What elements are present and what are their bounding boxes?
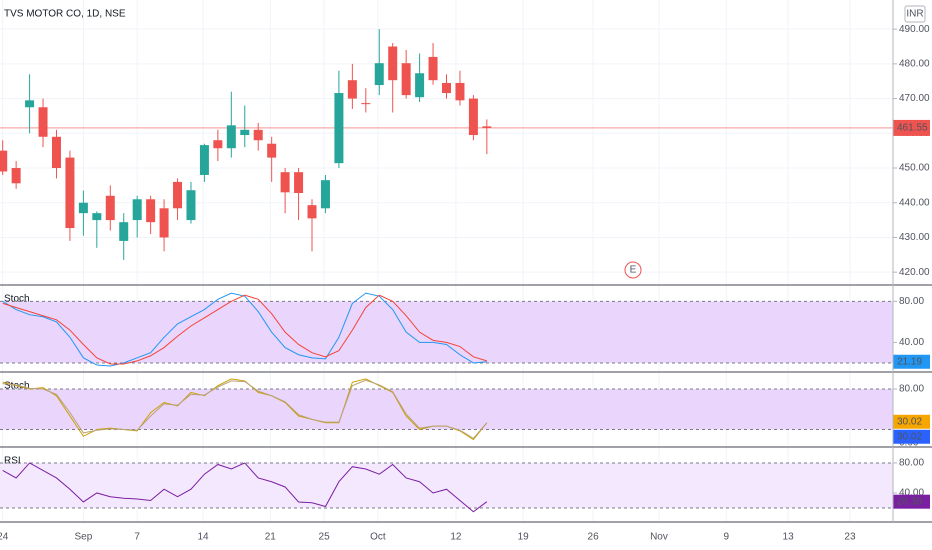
candle-body [38,107,48,137]
x-tick-label: 19 [518,532,530,543]
candle-body [442,82,451,94]
last-value-box [893,429,930,444]
last-value-label: 21.19 [897,356,922,367]
candle-body [482,126,492,128]
x-tick-label: 9 [723,532,729,543]
candle-body [146,199,156,223]
candle-body [280,172,290,193]
candle-body [132,199,142,221]
candle-body [11,168,21,184]
candle-body [173,181,183,209]
candle-body [51,136,61,169]
x-tick-label: 14 [198,532,210,543]
candle-body [361,103,371,105]
band-fill [0,389,893,430]
last-price-box [893,119,930,136]
x-tick-label: 12 [450,532,462,543]
indicator-line [2,294,487,365]
last-price-label: 461.55 [897,123,928,134]
earnings-label: E [630,265,637,276]
last-value-box [893,494,930,509]
candle-body [415,73,425,98]
indicator-line [2,292,487,367]
candle-body [267,143,277,158]
earnings-marker [624,261,642,279]
candle-body [92,213,102,221]
candle-body [428,56,438,81]
candle-body [401,63,411,96]
last-value-box [893,414,930,429]
candle-body [78,202,88,214]
x-tick-label: 7 [134,532,140,543]
candle-body [320,180,330,209]
x-tick-label: 24 [0,532,9,543]
y-tick-label: 430.00 [899,232,930,243]
y-tick-label: 80.00 [899,384,924,395]
x-tick-label: Nov [650,532,668,543]
y-tick-label: 480.00 [899,59,930,70]
last-value-label: 30.02 [897,431,922,442]
x-tick-label: 26 [588,532,600,543]
candle-body [65,157,75,229]
candle-body [253,129,263,141]
currency-box [904,5,926,23]
candle-body [159,208,169,238]
y-tick-label: 490.00 [899,24,930,35]
candle-body [455,82,465,101]
y-tick-label: 40.00 [899,488,924,499]
x-tick-label: 23 [844,532,856,543]
y-tick-label: 80.00 [899,458,924,469]
x-tick-label: Sep [74,532,92,543]
indicator-line [2,378,488,441]
panel-title: TVS MOTOR CO, 1D, NSE [4,9,126,20]
candle-body [213,140,223,149]
last-value-label: 30.02 [897,416,922,427]
y-tick-label: 470.00 [899,93,930,104]
band-fill [0,462,893,508]
candle-body [105,195,115,221]
candle-body [334,93,344,164]
candle-body [199,145,209,175]
candle-body [186,190,196,221]
candle-body [347,80,357,99]
y-tick-label: 80.00 [899,296,924,307]
x-tick-label: 25 [319,532,331,543]
y-tick-label: 420.00 [899,267,930,278]
indicator-line [2,462,488,513]
last-value-label: 28.38 [897,496,922,507]
y-tick-label: 40.00 [899,337,924,348]
last-value-box [893,354,930,369]
candle-body [0,150,8,172]
x-tick-label: 21 [265,532,277,543]
candle-body [307,205,317,219]
candle-body [25,100,35,108]
candle-body [468,98,478,136]
candle-body [374,63,384,86]
panel-title: Stoch [4,294,30,305]
y-tick-label: 440.00 [899,197,930,208]
y-tick-label: 450.00 [899,163,930,174]
panel-title: RSI [4,456,21,467]
indicator-line [2,379,488,439]
candle-body [388,46,398,81]
band-fill [0,301,893,363]
x-tick-label: Oct [370,532,386,543]
currency-label: INR [906,9,923,20]
candle-body [226,125,236,149]
candle-body [240,129,250,136]
candle-body [294,172,304,194]
x-tick-label: 13 [783,532,795,543]
candle-body [119,222,129,241]
